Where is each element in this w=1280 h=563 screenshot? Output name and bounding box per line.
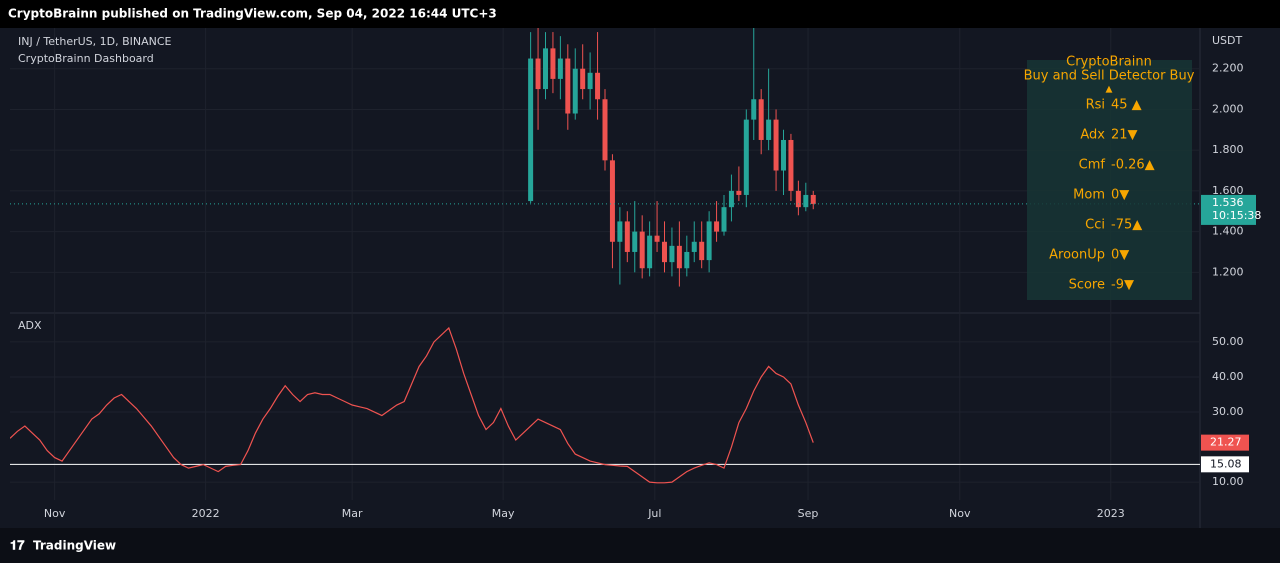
pane-title: ADX xyxy=(18,319,42,332)
y-tick-label: 10.00 xyxy=(1212,475,1244,488)
y-tick-label: 1.200 xyxy=(1212,265,1244,278)
candle-body xyxy=(766,119,772,140)
candle-body xyxy=(595,72,601,100)
last-value-tag xyxy=(1201,434,1249,451)
x-tick-label: Nov xyxy=(44,507,66,520)
footer-bar xyxy=(0,528,1280,563)
candle-body xyxy=(557,58,563,79)
dashboard-label: Mom xyxy=(1073,188,1105,203)
y-tick-label: 40.00 xyxy=(1212,370,1244,383)
header-text: CryptoBrainn published on TradingView.co… xyxy=(8,7,497,21)
dashboard-box xyxy=(1027,60,1192,300)
candle-body xyxy=(743,119,749,195)
y-tick-label: 1.600 xyxy=(1212,184,1244,197)
dashboard-arrow: ▲ xyxy=(1106,85,1113,95)
candle-body xyxy=(632,231,638,252)
candle-body xyxy=(609,160,615,242)
candle-body xyxy=(669,245,675,263)
candle-body xyxy=(773,119,779,171)
adx-line xyxy=(10,326,814,484)
x-tick-label: 2023 xyxy=(1097,507,1125,520)
x-tick-label: Jul xyxy=(647,507,661,520)
candle-body xyxy=(662,241,667,263)
dashboard-value: 0▼ xyxy=(1111,248,1129,263)
last-price-label: 1.536 xyxy=(1212,196,1244,209)
dashboard-value: 45 ▲ xyxy=(1111,98,1142,113)
candle-body xyxy=(587,72,593,90)
y-tick-label: 2.000 xyxy=(1212,102,1244,115)
candle-body xyxy=(751,99,757,120)
candle-body xyxy=(550,48,556,79)
y-axis-label: USDT xyxy=(1212,34,1243,47)
candle-body xyxy=(691,241,697,252)
y-tick-label: 1.800 xyxy=(1212,143,1244,156)
countdown-label: 10:15:38 xyxy=(1212,209,1261,222)
dashboard-label: Score xyxy=(1069,278,1105,293)
x-tick-label: Nov xyxy=(949,507,971,520)
dashboard-value: -9▼ xyxy=(1111,278,1134,293)
x-tick-label: Sep xyxy=(798,507,819,520)
candle-body xyxy=(676,245,682,269)
dashboard-label: Rsi xyxy=(1086,98,1105,113)
candle-body xyxy=(810,194,816,204)
candle-body xyxy=(565,58,571,114)
y-tick-label: 50.00 xyxy=(1212,335,1244,348)
candle-body xyxy=(728,190,734,208)
dashboard-label: Cci xyxy=(1085,218,1105,233)
dashboard-title: CryptoBrainn xyxy=(1066,55,1152,70)
y-tick-label: 30.00 xyxy=(1212,405,1244,418)
candle-body xyxy=(580,68,586,90)
candle-body xyxy=(684,251,690,269)
level-label: 15.08 xyxy=(1210,457,1242,470)
candle-body xyxy=(736,190,742,195)
chart-title: INJ / TetherUS, 1D, BINANCE xyxy=(18,35,172,48)
header-bar xyxy=(0,0,1280,28)
candle-body xyxy=(543,48,548,90)
y-tick-label: 1.400 xyxy=(1212,225,1244,238)
footer-logo: TradingView xyxy=(33,539,116,553)
candle-body xyxy=(639,231,645,269)
candle-body xyxy=(758,99,764,140)
candle-body xyxy=(647,235,653,269)
dashboard-label: AroonUp xyxy=(1049,248,1105,263)
logo-icon: 𝟏𝟕 xyxy=(10,539,25,554)
x-tick-label: 2022 xyxy=(192,507,220,520)
candles xyxy=(528,28,816,287)
last-value-label: 21.27 xyxy=(1210,436,1242,449)
candle-body xyxy=(654,235,660,242)
level-tag xyxy=(1201,456,1249,473)
candle-body xyxy=(602,99,608,161)
candle-body xyxy=(572,68,578,114)
candle-body xyxy=(788,139,794,191)
candle-body xyxy=(781,139,786,171)
candle-body xyxy=(528,58,534,202)
candle-body xyxy=(706,221,712,261)
candle-body xyxy=(624,221,630,252)
dashboard-value: 21▼ xyxy=(1111,128,1138,143)
dashboard-subtitle: Buy and Sell Detector Buy xyxy=(1024,69,1195,84)
candle-body xyxy=(721,207,727,232)
chart-subtitle: CryptoBrainn Dashboard xyxy=(18,52,154,65)
dashboard-label: Cmf xyxy=(1079,158,1106,173)
y-tick-label: 2.200 xyxy=(1212,62,1244,75)
candle-body xyxy=(795,190,801,208)
candle-body xyxy=(535,58,541,90)
x-tick-label: Mar xyxy=(342,507,363,520)
candle-body xyxy=(803,194,809,208)
dashboard-label: Adx xyxy=(1080,128,1105,143)
dashboard-value: 0▼ xyxy=(1111,188,1129,203)
candle-body xyxy=(699,241,705,261)
last-price-tag xyxy=(1201,194,1256,225)
candle-body xyxy=(714,221,720,232)
candle-body xyxy=(617,221,623,242)
dashboard-value: -0.26▲ xyxy=(1111,158,1155,173)
x-tick-label: May xyxy=(492,507,515,520)
dashboard-value: -75▲ xyxy=(1111,218,1142,233)
